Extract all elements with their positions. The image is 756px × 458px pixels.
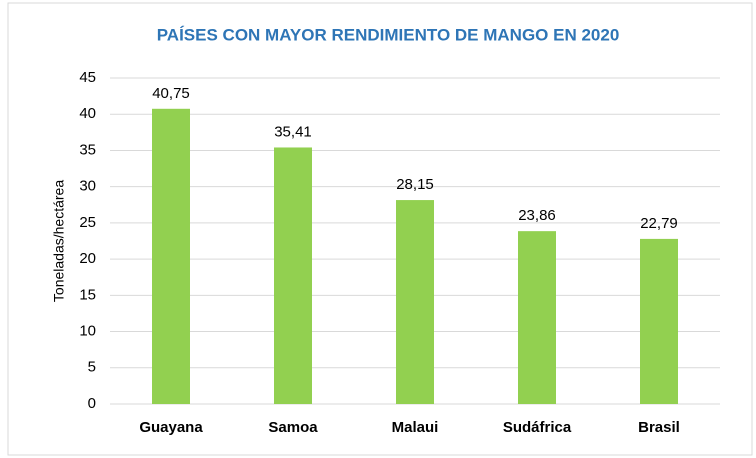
y-tick-label: 30 xyxy=(79,178,96,195)
bar xyxy=(396,200,434,404)
bar xyxy=(640,238,678,404)
x-tick-label: Malaui xyxy=(392,419,439,436)
y-tick-label: 35 xyxy=(79,141,96,158)
x-tick-label: Brasil xyxy=(638,419,680,436)
y-tick-label: 45 xyxy=(79,69,96,86)
value-label: 35,41 xyxy=(274,123,312,140)
y-tick-label: 40 xyxy=(79,105,96,122)
bar xyxy=(152,108,190,405)
y-tick-label: 20 xyxy=(79,250,96,267)
x-tick-label: Guayana xyxy=(139,419,203,436)
y-tick-label: 25 xyxy=(79,214,96,231)
value-label: 23,86 xyxy=(518,207,556,224)
x-tick-label: Samoa xyxy=(268,419,318,436)
y-axis-label: Toneladas/hectárea xyxy=(51,180,67,302)
value-label: 28,15 xyxy=(396,176,434,193)
y-tick-label: 0 xyxy=(88,395,96,412)
y-tick-label: 5 xyxy=(88,359,96,376)
value-label: 40,75 xyxy=(152,85,190,102)
chart-title: PAÍSES CON MAYOR RENDIMIENTO DE MANGO EN… xyxy=(157,25,620,44)
bar xyxy=(518,231,556,404)
y-tick-label: 15 xyxy=(79,286,96,303)
x-tick-label: Sudáfrica xyxy=(503,419,572,436)
bar xyxy=(274,147,312,404)
value-label: 22,79 xyxy=(640,215,678,232)
y-tick-label: 10 xyxy=(79,323,96,340)
